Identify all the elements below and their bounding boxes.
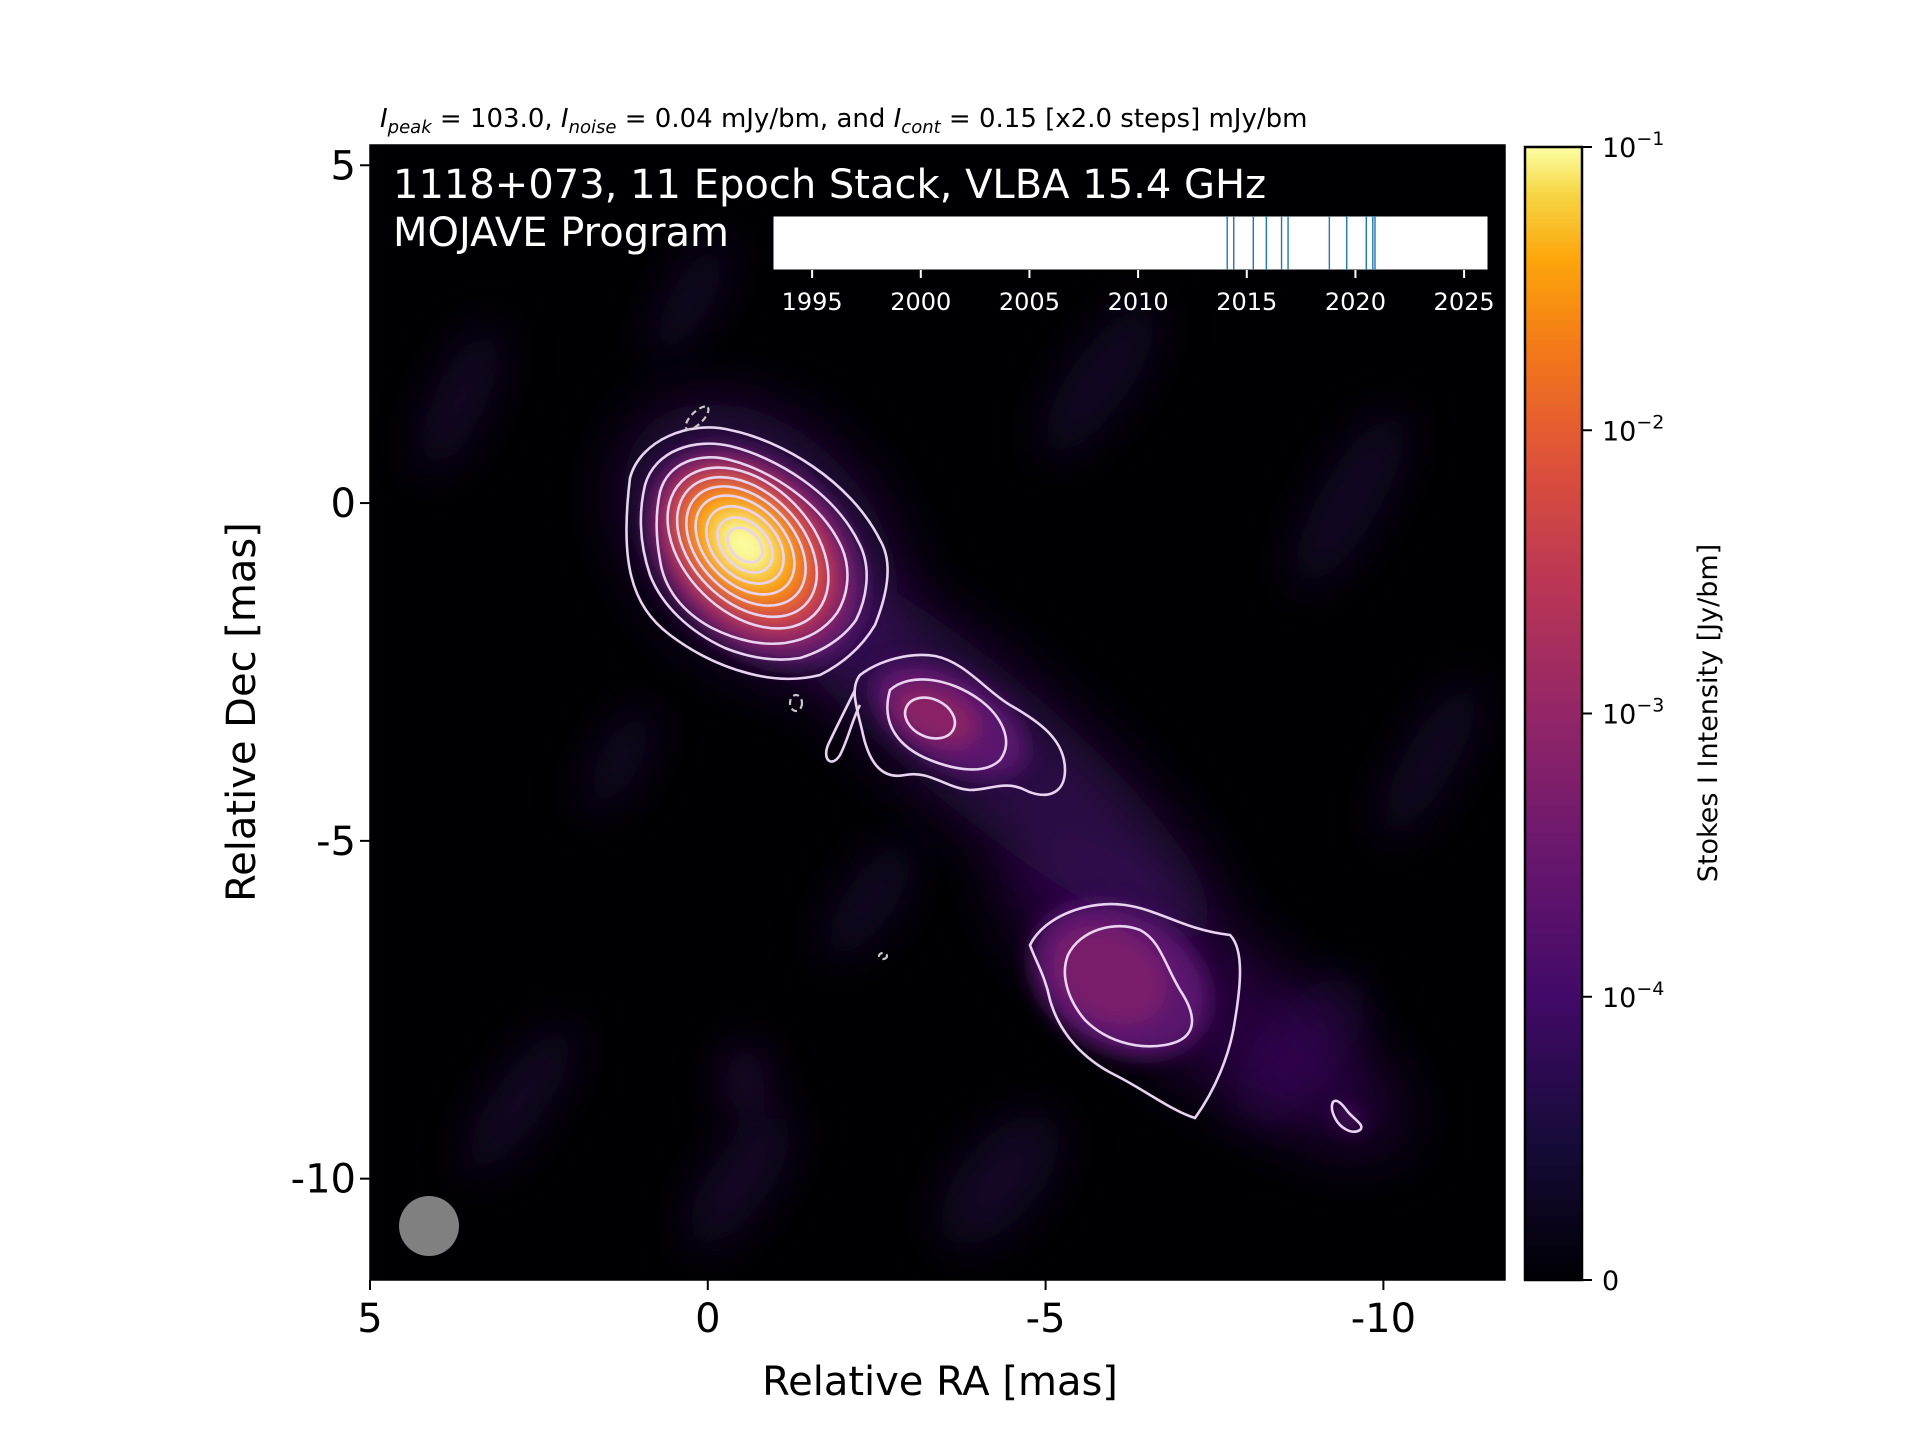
colorbar-ticks: 0 10−4 10−3 10−2 10−1	[1582, 128, 1664, 1297]
colorbar: 0 10−4 10−3 10−2 10−1 Stokes I Intensity [Jy…	[1523, 128, 1724, 1297]
chart-title: Ipeak = 103.0, Inoise = 0.04 mJy/bm, and…	[380, 104, 1307, 138]
contour-knot2-outer	[1028, 902, 1242, 1120]
contour-outer-core	[625, 426, 889, 681]
x-tick-label-0: 5	[357, 1296, 382, 1342]
image-panel: 1118+073, 11 Epoch Stack, VLBA 15.4 GHz …	[370, 145, 1505, 1280]
jet-knots	[873, 662, 1362, 1131]
timeline-tick-label-0: 1995	[782, 288, 843, 316]
cbar-tick-label-2: 10−3	[1602, 695, 1664, 731]
y-tick-label-2: -5	[316, 819, 356, 865]
timeline-tick-label-1: 2000	[890, 288, 951, 316]
contour-10	[726, 526, 764, 564]
contour-jet-hook	[824, 689, 862, 763]
negative-contours	[684, 405, 889, 961]
timeline-tick-label-3: 2010	[1108, 288, 1169, 316]
contour-knot3	[1330, 1099, 1363, 1133]
title-text-1: = 103.0,	[432, 104, 561, 134]
epoch-timeline: 1995 2000 2005 2010 2015 2020 2025	[772, 215, 1495, 316]
title-i-noise: I	[561, 104, 569, 134]
y-tick-label-3: -10	[291, 1157, 356, 1203]
epoch-lines	[1226, 216, 1376, 270]
contour-9	[716, 516, 774, 574]
timeline-tick-label-4: 2015	[1216, 288, 1277, 316]
timeline-tick-label-5: 2020	[1325, 288, 1386, 316]
cbar-tick-label-4: 10−1	[1602, 128, 1664, 164]
y-tick-label-1: 0	[331, 481, 356, 527]
y-tick-label-0: 5	[331, 143, 356, 189]
contour-8	[705, 505, 785, 585]
cbar-tick-label-1: 10−4	[1602, 978, 1664, 1014]
title-text-3: = 0.15 [x2.0 steps] mJy/bm	[941, 104, 1308, 134]
contour-5	[675, 475, 819, 619]
source-annotation: 1118+073, 11 Epoch Stack, VLBA 15.4 GHz	[393, 162, 1266, 208]
colorbar-fill	[1525, 147, 1582, 1280]
cbar-tick-label-3: 10−2	[1602, 411, 1664, 447]
x-tick-label-3: -10	[1351, 1296, 1416, 1342]
cbar-tick-label-0: 0	[1602, 1266, 1619, 1297]
timeline-tick-label-2: 2005	[999, 288, 1060, 316]
contour-2	[639, 442, 868, 661]
title-sub-peak: peak	[387, 117, 434, 138]
timeline-tick-label-6: 2025	[1434, 288, 1495, 316]
program-annotation: MOJAVE Program	[393, 210, 729, 256]
timeline-box	[772, 215, 1489, 271]
contour-3	[655, 456, 849, 645]
contour-knot2-inner	[1063, 924, 1194, 1048]
title-i-peak: I	[380, 104, 388, 134]
contour-knot1-inner	[903, 696, 957, 740]
contour-knot1-mid	[886, 678, 1008, 771]
neg-contour-2	[788, 693, 804, 713]
contour-7	[694, 494, 796, 596]
x-tick-label-1: 0	[695, 1296, 720, 1342]
title-sub-cont: cont	[901, 117, 941, 138]
colorbar-label: Stokes I Intensity [Jy/bm]	[1693, 544, 1724, 882]
title-sub-noise: noise	[569, 117, 617, 138]
contour-jet-knot1	[853, 653, 1067, 797]
y-axis-label: Relative Dec [mas]	[219, 522, 265, 902]
title-text-2: = 0.04 mJy/bm, and	[616, 104, 893, 134]
image-frame	[369, 144, 1506, 1281]
contours	[625, 426, 1363, 1133]
contour-6	[685, 485, 807, 607]
timeline-ticks: 1995 2000 2005 2010 2015 2020 2025	[782, 270, 1495, 316]
y-axis: 5 0 -5 -10	[291, 143, 370, 1203]
x-tick-label-2: -5	[1026, 1296, 1066, 1342]
beam-ellipse	[399, 1196, 459, 1256]
title-i-cont: I	[894, 104, 902, 134]
neg-contour-1	[684, 405, 710, 431]
x-axis: 5 0 -5 -10	[357, 1280, 1416, 1342]
contour-4	[666, 466, 830, 630]
x-axis-label: Relative RA [mas]	[762, 1359, 1118, 1405]
neg-contour-3	[877, 951, 889, 961]
